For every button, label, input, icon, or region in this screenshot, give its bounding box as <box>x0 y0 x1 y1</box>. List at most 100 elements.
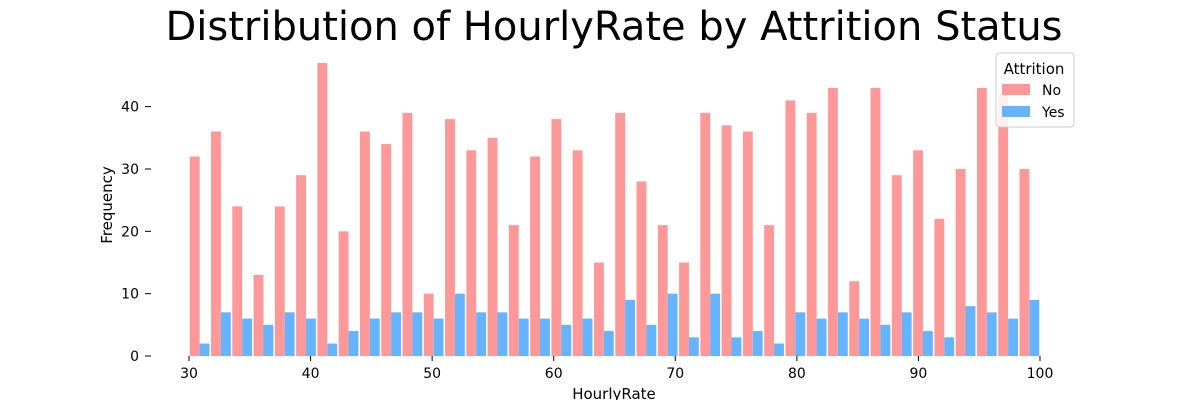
bar-yes-34 <box>922 331 933 356</box>
bar-no-32 <box>870 87 881 356</box>
bar-yes-28 <box>795 312 806 356</box>
bar-yes-9 <box>391 312 401 356</box>
bar-no-2 <box>232 206 243 356</box>
bar-no-19 <box>593 262 604 356</box>
bar-no-34 <box>913 150 923 356</box>
y-tick-label-4: 40 <box>121 100 139 116</box>
y-tick-label-2: 20 <box>121 224 139 240</box>
legend-label-no: No <box>1042 83 1061 99</box>
bar-yes-21 <box>646 324 657 356</box>
bar-yes-30 <box>837 312 848 356</box>
bar-yes-10 <box>412 312 423 356</box>
x-tick-label-7: 100 <box>1027 366 1054 382</box>
bar-no-7 <box>338 231 349 356</box>
bar-yes-0 <box>199 343 210 356</box>
bar-no-5 <box>296 175 307 356</box>
y-axis-label: Frequency <box>98 166 116 244</box>
bar-yes-37 <box>986 312 997 356</box>
bar-yes-14 <box>497 312 508 356</box>
bar-yes-11 <box>433 318 444 356</box>
bar-no-37 <box>976 87 987 356</box>
bar-no-26 <box>742 131 753 356</box>
bar-yes-18 <box>582 318 593 356</box>
x-axis: 30 40 50 60 70 80 90 100 <box>180 356 1053 382</box>
bar-no-8 <box>359 131 370 356</box>
x-tick-label-0: 30 <box>180 366 198 382</box>
bar-yes-22 <box>667 293 678 356</box>
bar-yes-39 <box>1029 299 1040 356</box>
bar-no-38 <box>998 94 1009 357</box>
bar-yes-24 <box>710 293 721 356</box>
bar-no-12 <box>445 119 455 356</box>
bar-no-39 <box>1019 168 1030 356</box>
bar-no-30 <box>827 87 838 356</box>
legend: Attrition No Yes <box>995 52 1075 128</box>
bar-no-23 <box>679 262 689 356</box>
legend-title: Attrition <box>1004 60 1065 78</box>
x-axis-label: HourlyRate <box>572 385 656 400</box>
x-tick-label-1: 40 <box>302 366 320 382</box>
bar-no-1 <box>211 131 221 356</box>
bar-no-3 <box>253 274 264 356</box>
bars-group <box>189 63 1040 357</box>
bar-no-33 <box>891 175 902 356</box>
bar-no-17 <box>551 119 562 356</box>
bar-no-22 <box>657 225 668 356</box>
bar-yes-23 <box>688 337 699 356</box>
bar-yes-6 <box>327 343 338 356</box>
y-axis: 0 10 20 30 40 <box>121 100 151 365</box>
bar-no-20 <box>615 112 626 357</box>
x-tick-label-5: 80 <box>788 366 806 382</box>
bar-no-11 <box>423 293 434 356</box>
y-tick-label-0: 0 <box>130 349 139 365</box>
bar-yes-13 <box>476 312 487 356</box>
bar-no-14 <box>487 137 498 356</box>
bar-no-25 <box>721 125 732 356</box>
bar-yes-35 <box>944 337 955 356</box>
bar-no-29 <box>806 112 817 357</box>
chart-title: Distribution of HourlyRate by Attrition … <box>165 4 1062 50</box>
bar-yes-15 <box>518 318 529 356</box>
bar-yes-32 <box>880 324 891 356</box>
legend-label-yes: Yes <box>1041 105 1065 121</box>
bar-no-36 <box>955 168 966 356</box>
bar-yes-20 <box>625 299 636 356</box>
bar-no-35 <box>934 218 945 356</box>
bar-no-13 <box>466 150 477 356</box>
bar-yes-1 <box>220 312 231 356</box>
bar-yes-27 <box>774 343 784 356</box>
bar-yes-19 <box>603 331 614 356</box>
bar-no-9 <box>381 144 392 356</box>
bar-yes-2 <box>242 318 253 356</box>
y-tick-label-3: 30 <box>121 162 139 178</box>
bar-no-15 <box>508 225 519 356</box>
legend-swatch-no <box>1002 84 1030 95</box>
x-tick-label-3: 60 <box>545 366 563 382</box>
bar-no-21 <box>636 181 647 356</box>
bar-yes-16 <box>540 318 550 356</box>
bar-yes-7 <box>348 331 359 356</box>
bar-yes-8 <box>369 318 380 356</box>
bar-yes-4 <box>284 312 295 356</box>
bar-yes-5 <box>306 318 316 356</box>
bar-no-4 <box>274 206 285 356</box>
bar-no-0 <box>189 156 200 356</box>
bar-yes-33 <box>901 312 912 356</box>
bar-yes-29 <box>816 318 827 356</box>
bar-yes-38 <box>1008 318 1018 356</box>
bar-yes-25 <box>731 337 742 356</box>
bar-yes-17 <box>561 324 572 356</box>
bar-no-6 <box>317 63 328 356</box>
bar-no-10 <box>402 112 413 357</box>
bar-no-18 <box>572 150 583 356</box>
bar-yes-31 <box>859 318 870 356</box>
bar-yes-36 <box>965 306 976 356</box>
bar-no-24 <box>700 112 711 357</box>
x-tick-label-6: 90 <box>910 366 928 382</box>
x-tick-label-4: 70 <box>666 366 684 382</box>
bar-no-16 <box>530 156 541 356</box>
bar-yes-3 <box>263 324 274 356</box>
bar-no-27 <box>764 225 775 356</box>
bar-no-31 <box>849 281 860 356</box>
